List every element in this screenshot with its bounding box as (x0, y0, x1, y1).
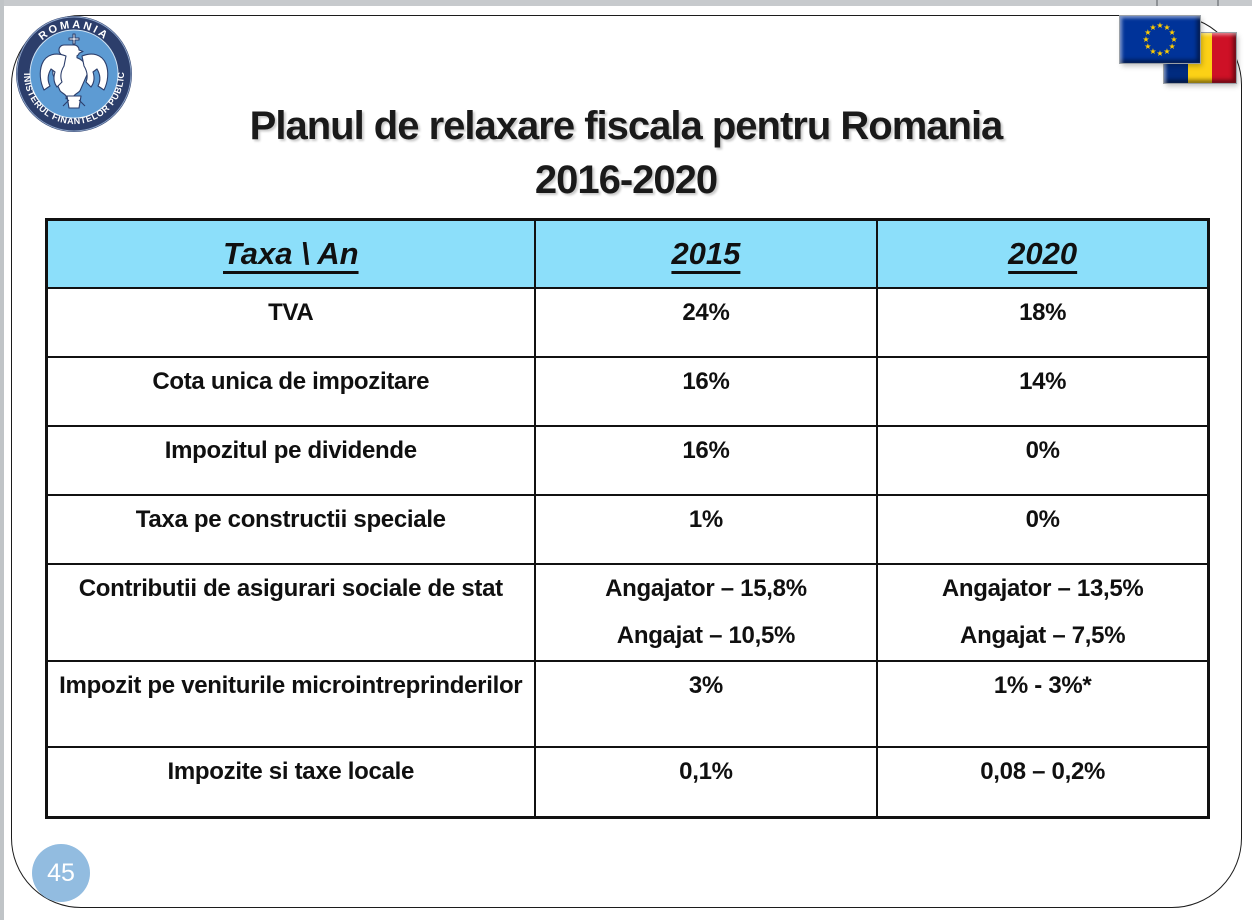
tax-label: Taxa pe constructii speciale (45, 494, 536, 565)
screen-edge-left (0, 0, 4, 920)
tax-label: Cota unica de impozitare (45, 356, 536, 427)
value-2015: Angajator – 15,8% Angajat – 10,5% (533, 563, 879, 662)
table-row: Impozitul pe dividende 16% 0% (45, 425, 1210, 496)
value-2020: 14% (876, 356, 1210, 427)
value-2015: 24% (533, 287, 879, 358)
ruler-tick (1217, 0, 1219, 6)
tax-label: Impozitul pe dividende (45, 425, 536, 496)
eu-flag-icon: ★ ★ ★ ★ ★ ★ ★ ★ ★ ★ ★ ★ (1120, 16, 1200, 63)
slide-title-line1: Planul de relaxare fiscala pentru Romani… (249, 104, 1004, 148)
value-2015: 1% (533, 494, 879, 565)
flag-bevel (1120, 16, 1200, 63)
table-row: Contributii de asigurari sociale de stat… (45, 563, 1210, 662)
slide-title-line2: 2016-2020 (534, 158, 718, 202)
tax-label: Impozit pe veniturile microintreprinderi… (45, 660, 536, 748)
value-2015: 16% (533, 425, 879, 496)
fiscal-plan-table: Taxa \ An 2015 2020 TVA 24% 18% Cota uni… (45, 218, 1210, 819)
table-row: Cota unica de impozitare 16% 14% (45, 356, 1210, 427)
header-2020: 2020 (876, 218, 1210, 289)
ministry-seal-logo: ROMANIA MINISTERUL FINANTELOR PUBLICE (10, 6, 134, 134)
table-header-row: Taxa \ An 2015 2020 (45, 218, 1210, 289)
value-2020: 0% (876, 494, 1210, 565)
screen-edge-top (0, 0, 1252, 6)
value-2020: Angajator – 13,5% Angajat – 7,5% (876, 563, 1210, 662)
header-2015: 2015 (533, 218, 879, 289)
tax-label: Contributii de asigurari sociale de stat (45, 563, 536, 662)
value-2015: 0,1% (533, 746, 879, 818)
table-row: Taxa pe constructii speciale 1% 0% (45, 494, 1210, 565)
slide-frame (11, 15, 1242, 908)
table-row: TVA 24% 18% (45, 287, 1210, 358)
table-row: Impozite si taxe locale 0,1% 0,08 – 0,2% (45, 746, 1210, 818)
value-2020: 0% (876, 425, 1210, 496)
value-2020: 18% (876, 287, 1210, 358)
ruler-tick (1156, 0, 1158, 6)
romania-flag-red-stripe (1212, 33, 1236, 83)
value-2020: 0,08 – 0,2% (876, 746, 1210, 818)
value-2020: 1% - 3%* (876, 660, 1210, 748)
tax-label: Impozite si taxe locale (45, 746, 536, 818)
table-row: Impozit pe veniturile microintreprinderi… (45, 660, 1210, 748)
page-number-badge: 45 (32, 844, 90, 902)
value-2015: 3% (533, 660, 879, 748)
coat-of-arms-eagle-icon: ROMANIA MINISTERUL FINANTELOR PUBLICE (10, 6, 132, 132)
value-2015: 16% (533, 356, 879, 427)
flags-group: ★ ★ ★ ★ ★ ★ ★ ★ ★ ★ ★ ★ (1120, 16, 1240, 88)
page-number: 45 (47, 858, 75, 887)
slide-title: Planul de relaxare fiscala pentru Romani… (80, 100, 1172, 208)
header-taxa-an: Taxa \ An (45, 218, 536, 289)
tax-label: TVA (45, 287, 536, 358)
